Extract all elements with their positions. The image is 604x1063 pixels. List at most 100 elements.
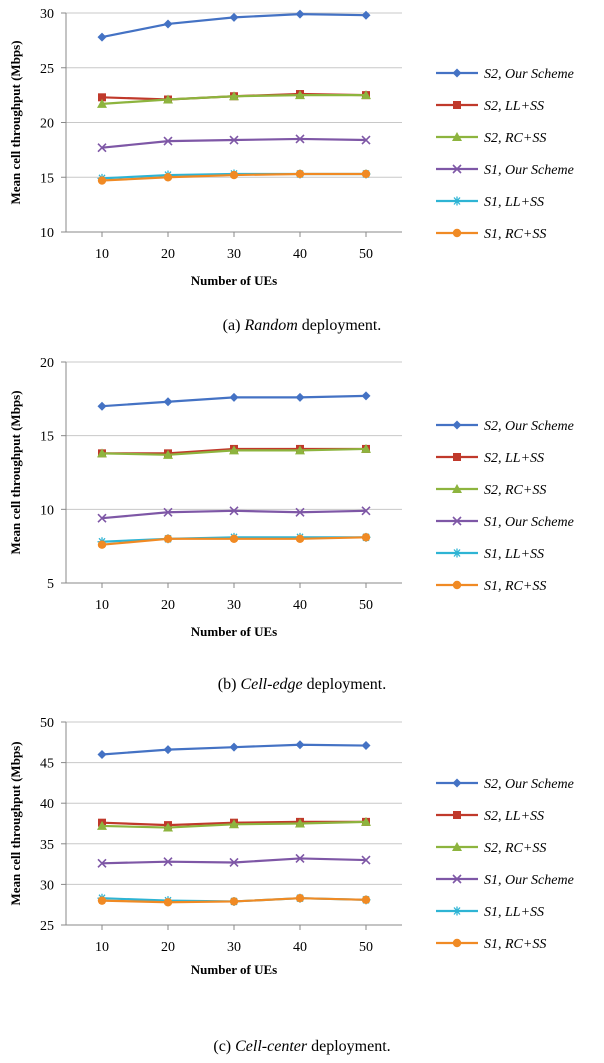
- data-point: [229, 819, 239, 829]
- legend-entry: S1, Our Scheme: [436, 163, 574, 178]
- legend-entry: S1, Our Scheme: [436, 873, 574, 888]
- data-point: [229, 857, 239, 868]
- chart-panel-1: 10 15 20 25 30 10 20 30 40 50 Number of UEs Mean ce…: [8, 7, 574, 334]
- data-point: [229, 12, 239, 22]
- data-point: [295, 853, 305, 863]
- legend-marker: [452, 164, 462, 174]
- x-tick-label: 30: [227, 598, 241, 613]
- data-point: [163, 94, 173, 104]
- legend-label: S1, LL+SS: [484, 547, 544, 562]
- data-point: [163, 397, 173, 407]
- data-point: [361, 816, 371, 826]
- data-point: [361, 10, 371, 20]
- data-point: [229, 742, 239, 752]
- data-point: [295, 169, 305, 179]
- legend-entry: S2, Our Scheme: [436, 419, 574, 434]
- legend-label: S1, Our Scheme: [484, 515, 574, 530]
- data-point: [229, 170, 239, 180]
- legend-marker: [452, 132, 462, 141]
- legend-entry: S1, LL+SS: [436, 195, 544, 210]
- legend-marker: [452, 580, 462, 590]
- legend-label: S1, Our Scheme: [484, 163, 574, 178]
- series-4: [97, 506, 371, 523]
- series-6: [97, 533, 371, 549]
- series-3: [97, 443, 371, 459]
- legend-entry: S2, Our Scheme: [436, 67, 574, 82]
- legend: S2, Our Scheme S2, LL+SS S2, RC+SS S1, Our …: [436, 419, 574, 594]
- legend-marker: [452, 548, 462, 558]
- series-1: [97, 9, 371, 42]
- x-tick-label: 40: [293, 598, 307, 613]
- data-point: [97, 540, 107, 549]
- data-point: [163, 136, 173, 146]
- data-point: [163, 19, 173, 29]
- data-point: [361, 533, 371, 542]
- legend-entry: S2, RC+SS: [436, 841, 546, 856]
- x-axis-title: Number of UEs: [191, 273, 277, 288]
- x-tick-label: 40: [293, 247, 307, 262]
- legend-entry: S1, RC+SS: [436, 579, 546, 594]
- legend-label: S1, LL+SS: [484, 905, 544, 920]
- data-point: [295, 445, 305, 455]
- data-point: [229, 897, 239, 906]
- legend-label: S2, RC+SS: [484, 483, 546, 498]
- legend-entry: S1, RC+SS: [436, 937, 546, 952]
- y-tick-label: 25: [40, 62, 54, 77]
- legend-entry: S1, LL+SS: [436, 547, 544, 562]
- data-point: [229, 392, 239, 402]
- y-tick-label: 20: [40, 356, 54, 371]
- legend-entry: S2, Our Scheme: [436, 777, 574, 792]
- data-point: [295, 392, 305, 402]
- data-point: [229, 135, 239, 145]
- data-point: [295, 90, 305, 100]
- data-point: [97, 448, 107, 458]
- data-point: [361, 443, 371, 453]
- y-tick-label: 45: [40, 757, 54, 772]
- x-tick-label: 30: [227, 940, 241, 955]
- data-point: [98, 93, 106, 102]
- x-tick-label: 20: [161, 940, 175, 955]
- legend-label: S2, LL+SS: [484, 809, 544, 824]
- legend-marker: [452, 228, 462, 238]
- legend-entry: S1, RC+SS: [436, 227, 546, 242]
- legend-label: S1, RC+SS: [484, 937, 546, 952]
- y-tick-label: 30: [40, 7, 54, 22]
- legend-label: S2, RC+SS: [484, 131, 546, 146]
- legend-entry: S2, LL+SS: [436, 809, 544, 824]
- x-tick-label: 10: [95, 940, 109, 955]
- data-point: [97, 749, 107, 759]
- y-tick-label: 25: [40, 919, 54, 934]
- legend-entry: S2, LL+SS: [436, 451, 544, 466]
- data-point: [361, 90, 371, 100]
- legend-entry: S2, RC+SS: [436, 483, 546, 498]
- data-point: [97, 98, 107, 108]
- data-point: [295, 9, 305, 19]
- series-4: [97, 853, 371, 868]
- data-point: [163, 173, 173, 182]
- y-tick-label: 50: [40, 716, 54, 731]
- x-axis-title: Number of UEs: [191, 624, 277, 639]
- legend: S2, Our Scheme S2, LL+SS S2, RC+SS S1, Our …: [436, 777, 574, 952]
- y-tick-label: 15: [40, 171, 54, 186]
- legend-entry: S2, LL+SS: [436, 99, 544, 114]
- data-point: [97, 858, 107, 868]
- figure-caption: (b) Cell-edge deployment.: [218, 676, 386, 693]
- legend-marker: [452, 516, 462, 526]
- data-point: [295, 894, 305, 903]
- legend-label: S2, Our Scheme: [484, 777, 574, 792]
- legend-marker: [452, 196, 462, 206]
- legend-label: S1, RC+SS: [484, 579, 546, 594]
- legend-entry: S1, Our Scheme: [436, 515, 574, 530]
- y-axis-title: Mean cell throughput (Mbps): [8, 390, 23, 554]
- legend-marker: [452, 842, 462, 851]
- chart-panel-3: 25 30 35 40 45 50 10 20 30 40 50 Number of UEs Mean …: [8, 716, 574, 1055]
- data-point: [295, 818, 305, 828]
- data-point: [361, 855, 371, 865]
- data-point: [295, 534, 305, 543]
- x-tick-label: 40: [293, 940, 307, 955]
- y-tick-label: 40: [40, 797, 54, 812]
- series-1: [97, 740, 371, 759]
- data-point: [163, 745, 173, 755]
- data-point: [361, 741, 371, 751]
- legend-label: S2, LL+SS: [484, 99, 544, 114]
